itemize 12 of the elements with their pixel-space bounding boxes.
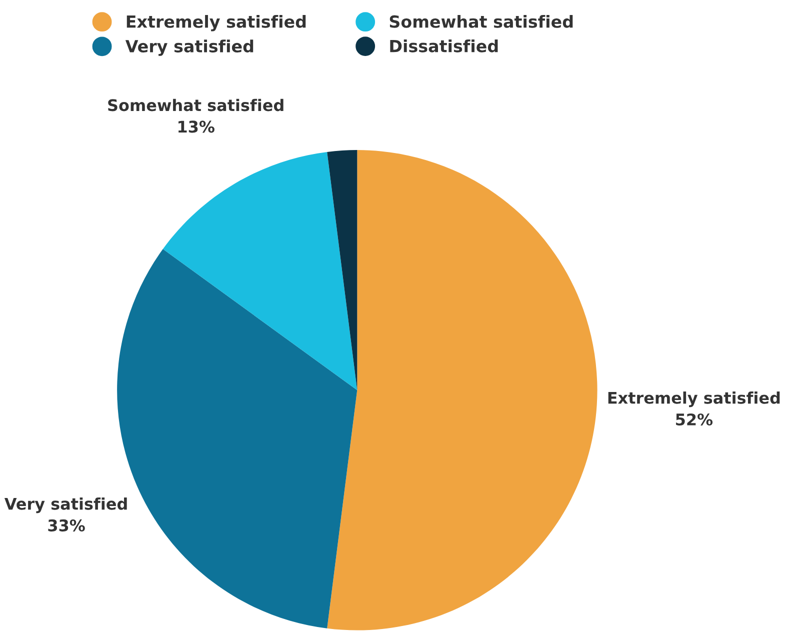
slice-label: Somewhat satisfied (108, 98, 284, 112)
slice-label: Extremely satisfied (608, 392, 780, 408)
legend-label: Dissatisfied (390, 39, 498, 52)
legend-label: Somewhat satisfied (390, 15, 573, 28)
pie-slice (162, 152, 358, 390)
data-label: 13% (178, 120, 214, 133)
legend-label: Extremely satisfied (126, 15, 306, 32)
slice-label: Very satisfied (4, 497, 127, 514)
legend-label: Very satisfied (125, 40, 254, 56)
pie-slice (327, 150, 598, 630)
data-label: 33% (48, 519, 85, 532)
data-label: 52% (676, 413, 713, 426)
